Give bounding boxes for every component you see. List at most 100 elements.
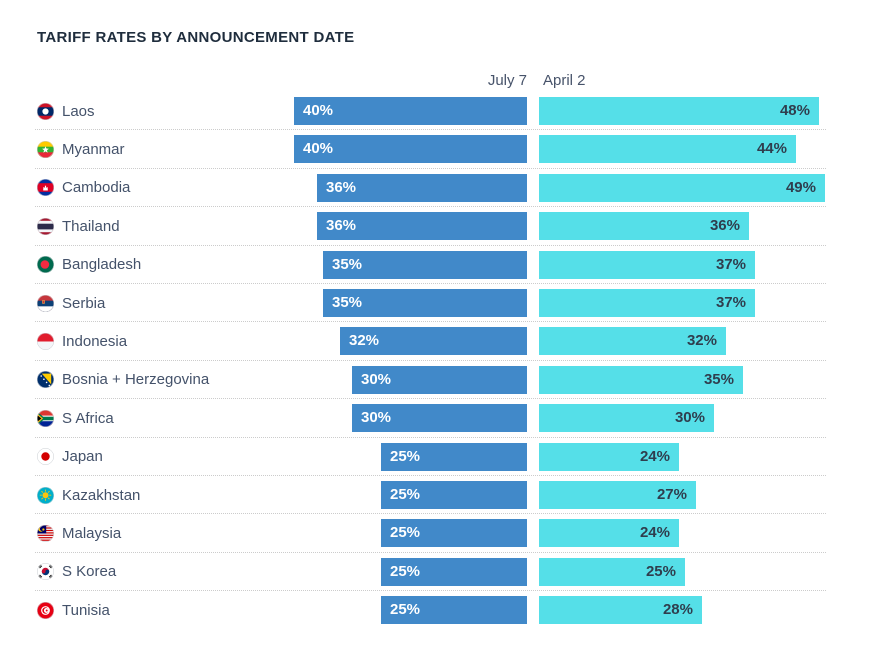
- july7-bar-cell: 25%: [290, 514, 527, 552]
- country-label: Laos: [62, 102, 95, 120]
- april2-bar-cell: 48%: [539, 92, 876, 130]
- april2-bar: 37%: [539, 288, 755, 317]
- country-label: Bosnia + Herzegovina: [62, 371, 210, 389]
- country-label: Tunisia: [62, 601, 110, 619]
- july7-bar: 25%: [381, 442, 527, 471]
- april2-bar: 25%: [539, 557, 685, 586]
- flag-bosnia-herzegovina-icon: [37, 371, 54, 389]
- country-label: Myanmar: [62, 141, 125, 159]
- column-gap: [527, 322, 539, 360]
- flag-myanmar-icon: [37, 141, 54, 159]
- july7-bar: 25%: [381, 557, 527, 586]
- chart-row: Serbia 35% 37%: [35, 284, 880, 323]
- april2-bar: 44%: [539, 135, 796, 164]
- july7-bar: 25%: [381, 596, 527, 625]
- april2-value: 48%: [779, 102, 810, 119]
- april2-bar: 24%: [539, 442, 679, 471]
- country-cell: Bangladesh: [35, 246, 290, 284]
- april2-bar-cell: 36%: [539, 207, 876, 245]
- column-headers: July 7 April 2: [35, 70, 880, 90]
- april2-value: 35%: [703, 370, 734, 388]
- april2-bar-cell: 37%: [539, 284, 876, 322]
- july7-value: 25%: [390, 447, 421, 465]
- april2-value: 27%: [656, 485, 687, 503]
- country-label: Indonesia: [62, 333, 128, 351]
- april2-bar-cell: 37%: [539, 246, 876, 284]
- july7-bar: 35%: [323, 288, 527, 317]
- july7-bar-cell: 35%: [290, 246, 527, 284]
- row-separator: [35, 282, 826, 284]
- july7-bar-cell: 36%: [290, 169, 527, 207]
- april2-value: 37%: [715, 255, 746, 273]
- july7-value: 35%: [332, 293, 363, 311]
- july7-bar-cell: 40%: [290, 130, 527, 168]
- april2-bar-cell: 27%: [539, 476, 876, 514]
- april2-bar: 28%: [539, 596, 702, 625]
- country-cell: Bosnia + Herzegovina: [35, 361, 290, 399]
- april2-value: 24%: [639, 447, 670, 465]
- april2-bar-cell: 49%: [539, 169, 876, 207]
- flag-tunisia-icon: [37, 601, 54, 619]
- country-label: Malaysia: [62, 524, 122, 542]
- flag-japan-icon: [37, 448, 54, 466]
- july7-bar: 30%: [352, 365, 527, 394]
- april2-bar-cell: 24%: [539, 514, 876, 552]
- country-label: Serbia: [62, 294, 106, 312]
- july7-bar: 25%: [381, 519, 527, 548]
- row-separator: [35, 321, 826, 323]
- july7-bar-cell: 30%: [290, 361, 527, 399]
- row-separator: [35, 590, 826, 592]
- country-label: Thailand: [62, 217, 120, 235]
- column-gap: [527, 361, 539, 399]
- april2-bar-cell: 28%: [539, 591, 876, 629]
- column-gap: [527, 476, 539, 514]
- flag-serbia-icon: [37, 294, 54, 312]
- july7-value: 36%: [326, 178, 357, 196]
- july7-bar-cell: 25%: [290, 553, 527, 591]
- flag-bangladesh-icon: [37, 256, 54, 274]
- flag-indonesia-icon: [37, 333, 54, 351]
- july7-value: 36%: [326, 217, 357, 235]
- april2-value: 44%: [756, 140, 787, 158]
- row-separator: [35, 206, 826, 208]
- row-separator: [35, 436, 826, 438]
- country-cell: Kazakhstan: [35, 476, 290, 514]
- july7-value: 40%: [303, 102, 334, 119]
- april2-value: 25%: [645, 562, 676, 580]
- country-cell: Tunisia: [35, 591, 290, 629]
- april2-bar-cell: 25%: [539, 553, 876, 591]
- row-separator: [35, 513, 826, 515]
- july7-bar-cell: 30%: [290, 399, 527, 437]
- chart-row: Tunisia 25% 28%: [35, 591, 880, 629]
- row-separator: [35, 551, 826, 553]
- chart-row: Myanmar 40% 44%: [35, 130, 880, 169]
- chart-row: S Korea 25% 25%: [35, 553, 880, 592]
- april2-value: 37%: [715, 293, 746, 311]
- country-cell: Laos: [35, 92, 290, 130]
- april2-value: 49%: [785, 178, 816, 196]
- chart-row: Bosnia + Herzegovina 30% 35%: [35, 361, 880, 400]
- july7-value: 25%: [390, 562, 421, 580]
- april2-bar: 35%: [539, 365, 743, 394]
- chart-title: TARIFF RATES BY ANNOUNCEMENT DATE: [37, 29, 355, 46]
- july7-bar: 30%: [352, 404, 527, 433]
- column-header-july7: July 7: [487, 71, 527, 89]
- flag-thailand-icon: [37, 217, 54, 235]
- july7-value: 30%: [361, 409, 392, 427]
- country-cell: S Korea: [35, 553, 290, 591]
- july7-value: 25%: [390, 524, 421, 542]
- column-gap: [527, 169, 539, 207]
- chart-row: Japan 25% 24%: [35, 438, 880, 476]
- country-cell: Malaysia: [35, 514, 290, 552]
- country-label: Bangladesh: [62, 256, 142, 274]
- chart-rows: Laos 40% 48% Myanmar 40% 44% Cambodia 36% 49% Tha…: [35, 92, 880, 629]
- country-cell: Myanmar: [35, 130, 290, 168]
- column-gap: [527, 92, 539, 130]
- july7-bar-cell: 25%: [290, 438, 527, 476]
- country-label: Kazakhstan: [62, 486, 141, 504]
- july7-value: 35%: [332, 255, 363, 273]
- july7-bar-cell: 40%: [290, 92, 527, 130]
- column-gap: [527, 399, 539, 437]
- flag-s-korea-icon: [37, 563, 54, 581]
- row-separator: [35, 359, 826, 361]
